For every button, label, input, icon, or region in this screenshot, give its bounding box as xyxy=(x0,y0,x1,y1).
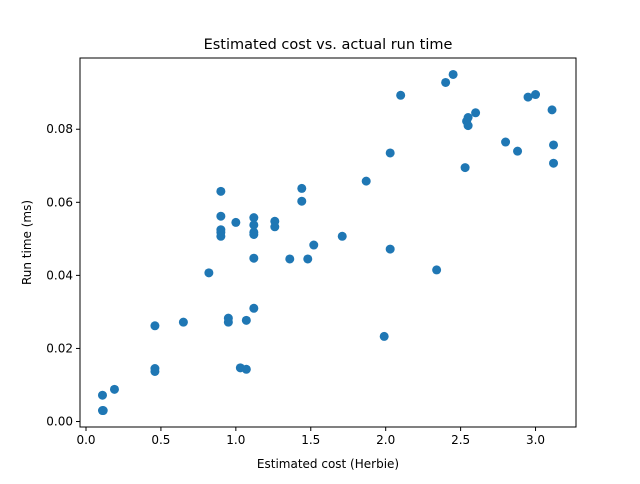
x-tick-label: 0.5 xyxy=(151,433,170,447)
data-point xyxy=(216,231,226,241)
data-point xyxy=(241,364,251,374)
data-point xyxy=(523,92,533,102)
data-point xyxy=(463,121,473,131)
data-point xyxy=(216,211,226,221)
data-point xyxy=(231,217,241,227)
data-point xyxy=(241,315,251,325)
data-point xyxy=(379,331,389,341)
data-point xyxy=(109,384,119,394)
data-point xyxy=(309,240,319,250)
x-axis-ticks: 0.0 0.5 1.0 1.5 2.0 2.5 3.0 xyxy=(76,427,545,447)
y-axis-ticks: 0.00 0.02 0.04 0.06 0.08 xyxy=(46,122,80,429)
data-point xyxy=(150,366,160,376)
data-point xyxy=(531,90,541,100)
data-point xyxy=(549,140,559,150)
y-axis-label: Run time (ms) xyxy=(20,200,34,285)
data-point xyxy=(178,317,188,327)
x-tick-label: 3.0 xyxy=(526,433,545,447)
data-point xyxy=(460,163,470,173)
plot-area-frame xyxy=(79,57,577,428)
data-point xyxy=(385,244,395,254)
data-point xyxy=(216,186,226,196)
y-tick-label: 0.08 xyxy=(46,122,73,136)
chart-title: Estimated cost vs. actual run time xyxy=(204,37,453,53)
points-layer xyxy=(97,69,559,416)
data-point xyxy=(249,220,259,230)
data-point xyxy=(270,222,280,232)
data-point xyxy=(303,254,313,264)
data-point xyxy=(150,321,160,331)
data-point xyxy=(471,108,481,118)
data-point xyxy=(463,113,473,123)
x-tick-label: 0.0 xyxy=(76,433,95,447)
data-point xyxy=(97,390,107,400)
data-point xyxy=(297,196,307,206)
data-point xyxy=(285,254,295,264)
y-tick-label: 0.04 xyxy=(46,268,73,282)
data-point xyxy=(432,265,442,275)
data-point xyxy=(549,158,559,168)
x-axis-label: Estimated cost (Herbie) xyxy=(257,457,399,471)
data-point xyxy=(337,231,347,241)
data-point xyxy=(249,229,259,239)
data-point xyxy=(249,303,259,313)
x-tick-label: 2.5 xyxy=(451,433,470,447)
data-point xyxy=(249,253,259,263)
data-point xyxy=(223,317,233,327)
data-point xyxy=(98,406,108,416)
y-tick-label: 0.06 xyxy=(46,195,73,209)
x-tick-label: 1.0 xyxy=(226,433,245,447)
y-tick-label: 0.02 xyxy=(46,341,73,355)
data-point xyxy=(396,90,406,100)
data-point xyxy=(448,69,458,79)
x-tick-label: 2.0 xyxy=(376,433,395,447)
data-point xyxy=(441,77,451,87)
data-point xyxy=(204,268,214,278)
data-point xyxy=(361,176,371,186)
data-point xyxy=(385,148,395,158)
data-point xyxy=(249,213,259,223)
data-point xyxy=(501,137,511,147)
y-tick-label: 0.00 xyxy=(46,415,73,429)
data-point xyxy=(297,183,307,193)
data-point xyxy=(547,105,557,115)
data-point xyxy=(513,146,523,156)
x-tick-label: 1.5 xyxy=(301,433,320,447)
